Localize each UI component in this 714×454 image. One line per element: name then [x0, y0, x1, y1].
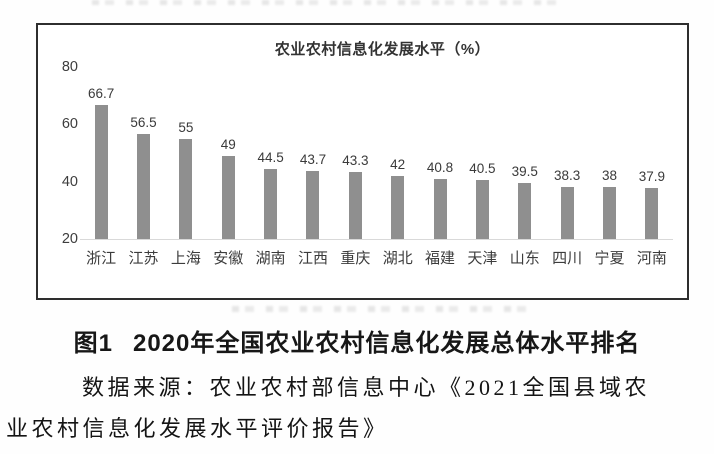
bar [518, 183, 532, 239]
bar-column: 37.9 [631, 67, 673, 239]
bar-value-label: 49 [220, 136, 236, 152]
x-axis: 浙江 江苏 上海 安徽 湖南 江西 重庆 湖北 福建 天津 山东 四川 宁夏 河南 [80, 247, 673, 268]
bar-value-label: 43.3 [342, 153, 369, 169]
bar [602, 187, 616, 239]
x-axis-label: 湖北 [382, 250, 413, 267]
bar-column: 56.5 [122, 67, 164, 239]
x-axis-label: 福建 [425, 250, 456, 267]
bar-value-label: 44.5 [257, 149, 284, 165]
bar [137, 134, 151, 239]
data-source-line-2: 业农村信息化发展水平评价报告》 [6, 416, 389, 441]
x-axis-label: 江苏 [128, 250, 159, 267]
bar-chart: 农业农村信息化发展水平（%） 80 60 40 20 66.7 56.5 55 49 44.5… [36, 23, 689, 300]
bar-value-label: 38.3 [553, 167, 581, 183]
x-axis-label: 天津 [467, 250, 498, 267]
scan-artifact-bottom [232, 306, 537, 312]
bar-value-label: 66.7 [88, 86, 115, 102]
x-axis-label: 江西 [297, 250, 328, 267]
bar-value-label: 37.9 [638, 168, 665, 184]
bar-column: 43.3 [334, 67, 376, 239]
x-axis-label: 上海 [170, 250, 201, 267]
bar [348, 172, 362, 239]
bar-column: 42 [377, 67, 419, 239]
chart-title: 农业农村信息化发展水平（%） [274, 41, 491, 58]
x-axis-label: 河南 [636, 250, 667, 267]
bar-value-label: 42 [390, 156, 406, 172]
bar-column: 44.5 [249, 67, 291, 239]
bar [433, 179, 447, 239]
bar [221, 155, 235, 239]
bar-column: 43.7 [292, 67, 334, 239]
y-tick-label: 20 [61, 231, 78, 247]
bar-column: 66.7 [80, 67, 122, 239]
bar [179, 138, 193, 239]
bar-value-label: 39.5 [511, 164, 538, 180]
x-axis-label: 山东 [509, 250, 540, 267]
figure-caption: 图1 2020年全国农业农村信息化发展总体水平排名 [0, 323, 714, 358]
bar-value-label: 40.5 [469, 161, 496, 177]
bar [645, 187, 659, 239]
bar-column: 49 [207, 67, 249, 239]
bar-column: 40.5 [461, 67, 503, 239]
bar [391, 175, 405, 239]
bar-value-label: 40.8 [426, 160, 454, 176]
x-axis-label: 宁夏 [594, 250, 625, 267]
y-tick-label: 80 [61, 59, 78, 75]
figure-caption-label: 图1 [73, 330, 113, 357]
bar-column: 39.5 [504, 67, 546, 239]
y-tick-label: 60 [61, 116, 78, 133]
x-axis-label: 四川 [552, 250, 583, 267]
bar-column: 38.3 [546, 67, 588, 239]
y-tick-label: 40 [61, 173, 78, 190]
x-axis-label: 湖南 [255, 250, 286, 267]
bar [475, 180, 489, 239]
bar-value-label: 56.5 [130, 115, 157, 131]
bar [94, 105, 108, 239]
x-axis-label: 安徽 [213, 250, 244, 267]
data-source-note: 数据来源：农业农村部信息中心《2021全国县域农 业农村信息化发展水平评价报告》 [0, 367, 714, 449]
bar [306, 171, 320, 239]
bar-column: 55 [165, 67, 207, 239]
bar-value-label: 43.7 [299, 152, 327, 168]
bar [560, 186, 574, 239]
figure-caption-text: 2020年全国农业农村信息化发展总体水平排名 [132, 330, 641, 357]
plot-area: 66.7 56.5 55 49 44.5 43.7 43.3 42 40.8 40.5 39.5 38… [80, 67, 673, 240]
bar-value-label: 38 [601, 168, 617, 184]
y-axis: 80 60 40 20 [38, 59, 78, 247]
x-axis-label: 浙江 [86, 250, 117, 267]
bars-row: 66.7 56.5 55 49 44.5 43.7 43.3 42 40.8 40.5 39.5 38… [80, 67, 673, 239]
bar-column: 38 [588, 67, 630, 239]
bar-value-label: 55 [178, 119, 194, 135]
x-axis-label: 重庆 [340, 250, 371, 267]
data-source-line-1: 数据来源：农业农村部信息中心《2021全国县域农 [82, 375, 651, 400]
scan-artifact-top [92, 0, 562, 5]
bar [264, 168, 278, 239]
bar-column: 40.8 [419, 67, 461, 239]
